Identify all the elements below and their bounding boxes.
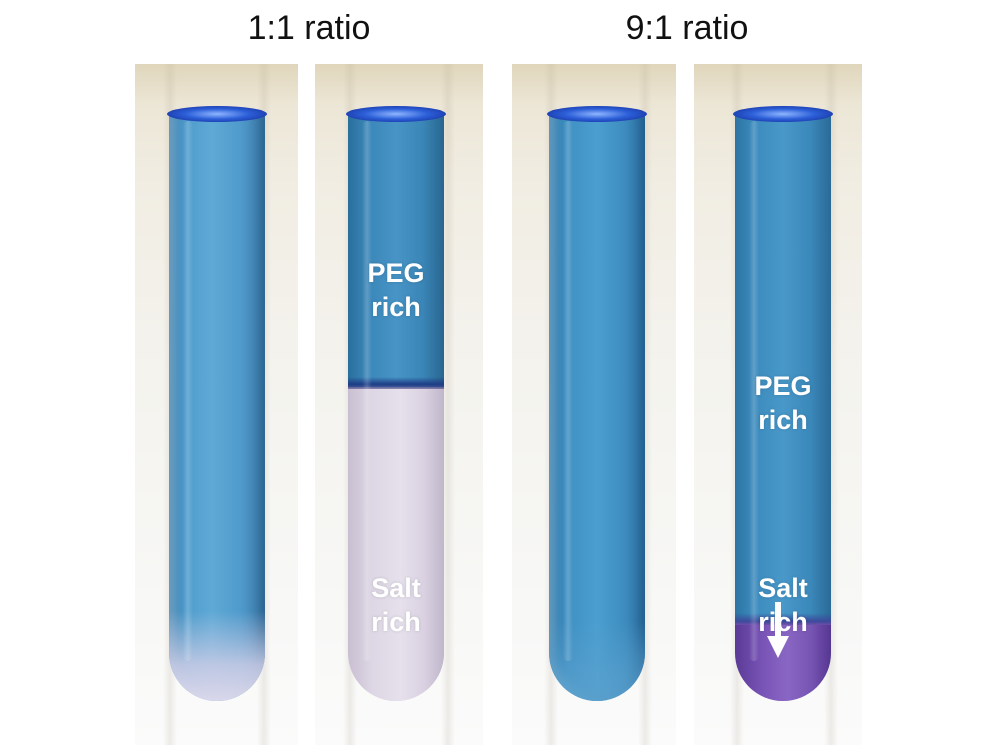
salt-rich-phase — [735, 621, 831, 701]
peg-label-line1: PEG — [367, 258, 425, 288]
salt-rich-phase — [348, 387, 444, 701]
arrow-shaft — [775, 602, 781, 638]
salt-rich-label: Salt rich — [348, 571, 444, 639]
glass-highlight — [749, 121, 759, 661]
tube-1-meniscus — [167, 106, 267, 122]
heading-9-1-ratio: 9:1 ratio — [625, 9, 749, 47]
photo-panel-tube-1 — [135, 64, 298, 745]
peg-rich-label: PEG rich — [348, 256, 444, 324]
salt-label-line2: rich — [371, 607, 421, 637]
glass-highlight — [362, 121, 372, 661]
tube-bottom-tint — [169, 611, 265, 701]
arrow-down-icon — [767, 602, 789, 658]
glass-highlight — [563, 121, 573, 661]
peg-label-line2: rich — [758, 405, 808, 435]
photo-panel-tube-2: PEG rich Salt rich — [315, 64, 483, 745]
arrow-head — [767, 636, 789, 658]
peg-rich-label: PEG rich — [735, 369, 831, 437]
salt-label-line1: Salt — [758, 573, 808, 603]
salt-rich-label: Salt rich — [735, 571, 831, 639]
test-tube-1 — [169, 111, 265, 701]
tube-3-meniscus — [547, 106, 647, 122]
phase-interface — [348, 377, 444, 389]
test-tube-4: PEG rich Salt rich — [735, 111, 831, 701]
peg-label-line2: rich — [371, 292, 421, 322]
tube-bottom-tint — [549, 621, 645, 701]
salt-label-line2: rich — [758, 607, 808, 637]
photo-panel-tube-4: PEG rich Salt rich — [694, 64, 862, 745]
tube-2-meniscus — [346, 106, 446, 122]
peg-rich-phase — [348, 111, 444, 387]
tube-glass-edge — [441, 64, 455, 745]
salt-label-line1: Salt — [371, 573, 421, 603]
peg-rich-phase — [735, 111, 831, 621]
test-tube-2: PEG rich Salt rich — [348, 111, 444, 701]
glass-highlight — [183, 121, 193, 661]
peg-label-line1: PEG — [754, 371, 812, 401]
heading-1-1-ratio: 1:1 ratio — [247, 9, 371, 47]
phase-interface — [735, 613, 831, 625]
tube-4-meniscus — [733, 106, 833, 122]
test-tube-3 — [549, 111, 645, 701]
photo-panel-tube-3 — [512, 64, 676, 745]
